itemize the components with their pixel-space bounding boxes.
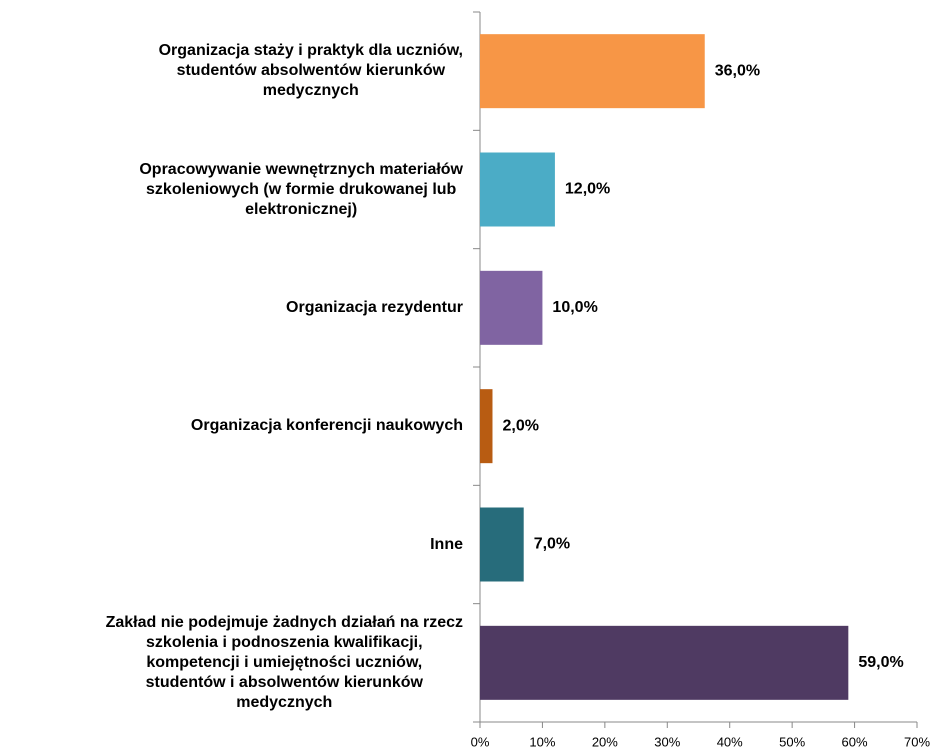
x-tick-label: 30%: [654, 734, 680, 749]
category-label: Inne: [430, 535, 463, 553]
category-label: Organizacja rezydentur: [286, 298, 463, 316]
value-label: 36,0%: [715, 62, 760, 79]
category-label: Organizacja staży i praktyk dla uczniów,…: [158, 42, 463, 100]
value-label: 7,0%: [534, 536, 570, 553]
bar: [480, 34, 705, 109]
value-label: 10,0%: [552, 299, 597, 316]
x-tick-label: 0%: [471, 734, 490, 749]
x-tick-label: 20%: [592, 734, 618, 749]
category-label: Opracowywanie wewnętrznych materiałów sz…: [139, 160, 463, 218]
bar: [480, 389, 493, 464]
value-label: 2,0%: [502, 417, 538, 434]
bar: [480, 152, 555, 227]
x-tick-label: 10%: [529, 734, 555, 749]
value-label: 59,0%: [858, 654, 903, 671]
bar: [480, 270, 543, 345]
x-tick-label: 50%: [779, 734, 805, 749]
x-tick-label: 60%: [842, 734, 868, 749]
bar: [480, 507, 524, 582]
bar: [480, 625, 849, 700]
category-label: Zakład nie podejmuje żadnych działań na …: [105, 613, 463, 711]
x-tick-label: 40%: [717, 734, 743, 749]
category-label: Organizacja konferencji naukowych: [190, 417, 463, 435]
x-tick-label: 70%: [904, 734, 930, 749]
value-label: 12,0%: [565, 181, 610, 198]
